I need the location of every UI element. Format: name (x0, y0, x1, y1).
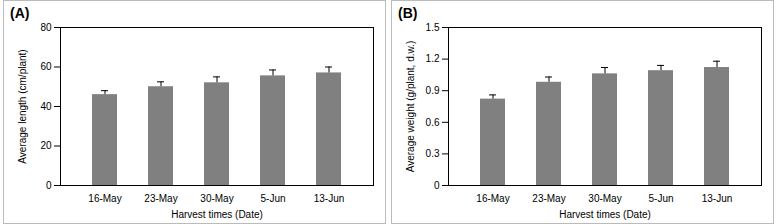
svg-text:60: 60 (40, 61, 52, 72)
svg-text:30-May: 30-May (200, 193, 233, 204)
html-text:(B): (B) (398, 5, 418, 21)
svg-text:0.9: 0.9 (426, 85, 440, 96)
svg-text:23-May: 23-May (144, 193, 177, 204)
svg-text:30-May: 30-May (588, 193, 621, 204)
svg-text:40: 40 (40, 101, 52, 112)
svg-text:Average length (cm/plant): Average length (cm/plant) (17, 49, 28, 163)
svg-text:1.2: 1.2 (426, 53, 440, 64)
svg-text:13-Jun: 13-Jun (702, 193, 733, 204)
svg-text:23-May: 23-May (532, 193, 565, 204)
svg-text:Average weight (g/plant, d.w.): Average weight (g/plant, d.w.) (405, 41, 416, 173)
html-text:(A): (A) (10, 5, 30, 21)
svg-text:20: 20 (40, 140, 52, 151)
svg-text:0.6: 0.6 (426, 117, 440, 128)
svg-text:80: 80 (40, 22, 52, 33)
svg-text:16-May: 16-May (476, 193, 509, 204)
svg-text:5-Jun: 5-Jun (648, 193, 673, 204)
svg-text:0.3: 0.3 (426, 148, 440, 159)
svg-text:1.5: 1.5 (426, 22, 440, 33)
svg-text:16-May: 16-May (88, 193, 121, 204)
svg-text:Harvest times (Date): Harvest times (Date) (171, 209, 263, 220)
svg-text:0: 0 (46, 180, 52, 191)
svg-text:5-Jun: 5-Jun (260, 193, 285, 204)
svg-text:13-Jun: 13-Jun (314, 193, 345, 204)
svg-text:Harvest times (Date): Harvest times (Date) (559, 209, 651, 220)
svg-text:0: 0 (434, 180, 440, 191)
